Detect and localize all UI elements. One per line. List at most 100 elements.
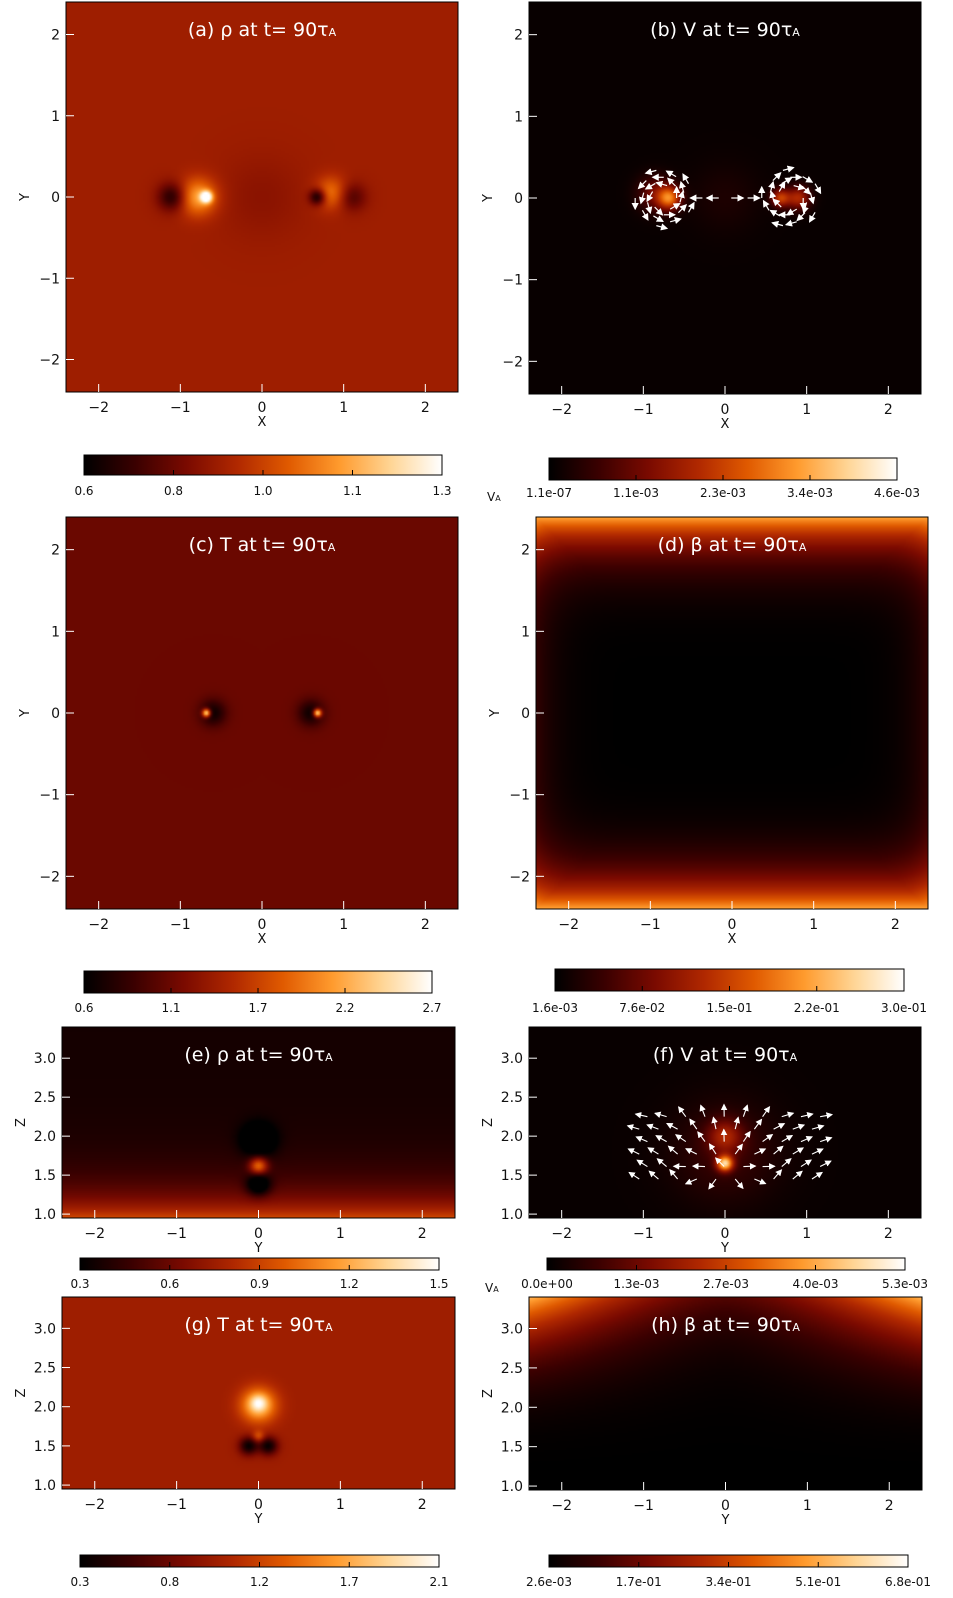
velocity-arrow <box>771 220 784 228</box>
colorbar-tick-label: 0.8 <box>164 484 183 498</box>
colorbar-tick-label: 1.3e-03 <box>613 1277 659 1291</box>
colorbar-tick-label: 0.6 <box>74 484 93 498</box>
colorbar-tick-label: 1.5e-01 <box>706 1001 752 1015</box>
x-tick-label: 0 <box>254 1226 263 1242</box>
x-tick-label: 0 <box>258 400 267 416</box>
x-tick-label: 1 <box>336 1497 345 1513</box>
y-tick-label: 3.0 <box>501 1322 523 1338</box>
velocity-arrow <box>733 1116 741 1130</box>
colorbar-tick-label: 0.8 <box>160 1575 179 1589</box>
velocity-arrow <box>811 1148 824 1155</box>
y-tick-label: −1 <box>39 271 60 287</box>
velocity-arrow <box>793 183 806 191</box>
colorbar-g: 0.3 0.8 1.2 1.7 2.1 <box>70 1554 449 1589</box>
colorbar-tick-label: 0.3 <box>70 1277 89 1291</box>
y-axis-label: Y <box>481 194 496 203</box>
colorbar-tick-label: 3.4e-03 <box>787 486 833 500</box>
y-tick-label: −2 <box>509 869 530 885</box>
colorbar-f: 0.0e+00 1.3e-03 2.7e-03 4.0e-03 5.3e-03 VA <box>485 1257 928 1295</box>
x-axis-label: X <box>258 932 267 947</box>
y-tick-label: 1.5 <box>501 1440 523 1456</box>
y-axis-label: Z <box>14 1118 29 1127</box>
colorbar-tick-label: 5.1e-01 <box>795 1575 841 1589</box>
colorbar-c: 0.6 1.1 1.7 2.2 2.7 <box>74 970 442 1015</box>
velocity-arrow <box>669 1168 679 1180</box>
y-tick-label: 1 <box>521 624 530 640</box>
panel-title: (a) ρ at t= 90τA <box>188 19 337 41</box>
y-tick-label: 2.5 <box>501 1090 523 1106</box>
x-axis-label: X <box>258 415 267 430</box>
y-axis-label: Z <box>14 1388 29 1397</box>
velocity-arrow <box>781 1135 794 1143</box>
x-tick-label: −1 <box>170 400 191 416</box>
panel-f: −2 −1 0 1 2 1.0 1.5 2.0 2.5 3.0 Y Z (f) V at t= 90τA… <box>481 1026 928 1295</box>
heatmap-a <box>66 2 458 392</box>
velocity-arrow <box>772 171 782 181</box>
x-tick-label: 0 <box>258 917 267 933</box>
velocity-arrow <box>762 1105 771 1117</box>
colorbar-tick-label: 0.6 <box>74 1001 93 1015</box>
x-tick-label: 2 <box>421 917 430 933</box>
velocity-arrow <box>656 223 669 231</box>
heatmap-h <box>529 1297 922 1490</box>
y-tick-label: 0 <box>51 706 60 722</box>
velocity-arrow <box>669 217 682 224</box>
colorbar-tick-label: 4.6e-03 <box>874 486 920 500</box>
y-tick-label: 1.5 <box>34 1168 56 1184</box>
x-tick-label: −1 <box>633 402 654 418</box>
velocity-arrow <box>708 1143 717 1155</box>
velocity-arrow <box>734 1143 743 1155</box>
velocity-arrow <box>814 183 822 195</box>
velocity-arrow <box>800 1135 813 1143</box>
velocity-arrow <box>665 170 677 178</box>
colorbar-tick-label: 0.3 <box>70 1575 89 1589</box>
colorbar-tick-label: 4.0e-03 <box>792 1277 838 1291</box>
velocity-arrow <box>627 1148 640 1155</box>
x-tick-label: −2 <box>551 1226 572 1242</box>
velocity-arrow <box>781 1158 792 1167</box>
colorbar-tick-label: 2.7e-03 <box>703 1277 749 1291</box>
velocity-arrow <box>711 1116 718 1130</box>
y-tick-label: −2 <box>39 869 60 885</box>
velocity-arrow <box>648 1170 659 1180</box>
velocity-arrow <box>677 190 685 203</box>
velocity-arrow <box>792 1123 806 1130</box>
y-tick-label: 3.0 <box>34 1051 56 1067</box>
y-axis-label: Z <box>481 1389 496 1398</box>
velocity-arrow <box>784 219 797 227</box>
x-tick-label: 2 <box>884 402 893 418</box>
heatmap-f <box>529 1027 921 1218</box>
x-tick-label: −1 <box>633 1226 654 1242</box>
colorbar-tick-label: 7.6e-02 <box>619 1001 665 1015</box>
x-tick-label: 2 <box>421 400 430 416</box>
y-tick-label: 2.5 <box>34 1090 56 1106</box>
y-tick-label: 2 <box>51 28 60 44</box>
colorbar-unit: VA <box>485 1281 499 1295</box>
velocity-arrow <box>714 1157 725 1167</box>
colorbar-tick-label: 1.3 <box>432 484 451 498</box>
y-tick-label: 0 <box>51 190 60 206</box>
velocity-arrow <box>666 177 677 187</box>
y-tick-label: 0 <box>521 706 530 722</box>
velocity-arrow <box>656 1158 667 1167</box>
y-tick-label: −1 <box>39 788 60 804</box>
velocity-arrow <box>677 204 688 214</box>
y-tick-label: 2.0 <box>34 1400 56 1416</box>
velocity-arrow <box>778 181 786 192</box>
x-tick-label: −1 <box>170 917 191 933</box>
velocity-arrow <box>699 1104 706 1117</box>
velocity-arrow <box>742 1104 749 1117</box>
velocity-arrow <box>708 1178 717 1190</box>
y-tick-label: 2.0 <box>34 1129 56 1145</box>
x-tick-label: 2 <box>418 1497 427 1513</box>
panel-title: (f) V at t= 90τA <box>653 1044 798 1066</box>
velocity-arrow <box>792 1147 805 1155</box>
panel-title: (d) β at t= 90τA <box>658 534 807 556</box>
colorbar-tick-label: 1.7e-01 <box>616 1575 662 1589</box>
x-tick-label: 2 <box>891 917 900 933</box>
velocity-arrow <box>687 201 695 213</box>
velocity-arrow <box>682 173 690 185</box>
colorbar-tick-label: 2.2e-01 <box>794 1001 840 1015</box>
velocity-arrow <box>646 1123 659 1130</box>
